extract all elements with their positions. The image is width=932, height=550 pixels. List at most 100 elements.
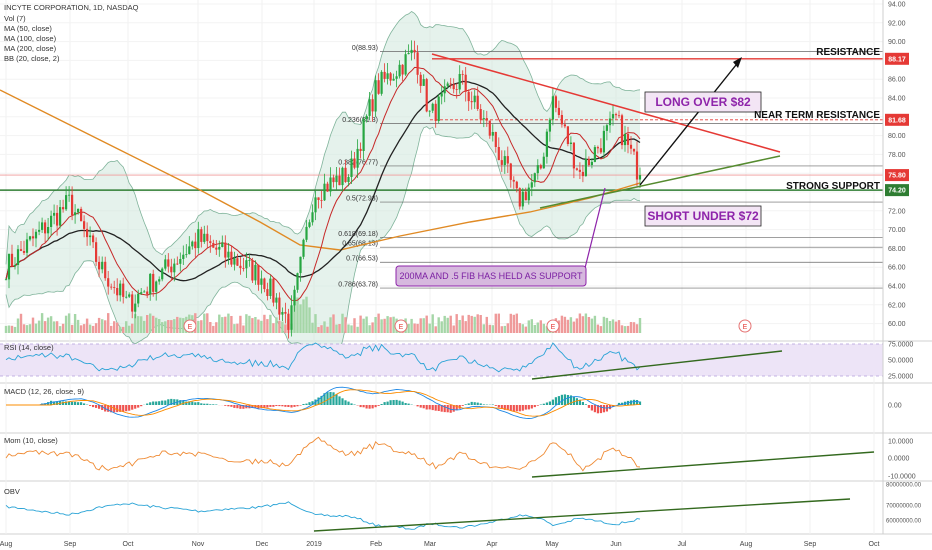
volume-bar <box>131 323 134 333</box>
macd-histogram-bar <box>101 405 104 410</box>
volume-bar <box>293 296 296 333</box>
volume-bar <box>224 316 227 333</box>
candle-body <box>350 158 353 177</box>
macd-histogram-bar <box>236 405 239 409</box>
macd-histogram-bar <box>434 405 437 411</box>
macd-histogram-bar <box>227 405 230 407</box>
macd-histogram-bar <box>98 405 101 409</box>
volume-bar <box>452 325 455 333</box>
breakout-arrow <box>639 59 741 186</box>
macd-histogram-bar <box>185 401 188 405</box>
strong-support-label: STRONG SUPPORT <box>786 181 880 192</box>
candle-body <box>479 109 482 120</box>
volume-bar <box>479 315 482 333</box>
candle-body <box>206 233 209 242</box>
price-tick-label: 70.00 <box>888 227 906 234</box>
price-tick-label: 80.00 <box>888 133 906 140</box>
candle-body <box>518 188 521 207</box>
candle-body <box>578 169 581 172</box>
candle-body <box>128 294 131 297</box>
indicator-axes: 75.0000 50.0000 25.0000 0.00 10.0000 0.0000 -1… <box>886 342 922 525</box>
candle-body <box>572 142 575 169</box>
candle-body <box>542 156 545 169</box>
candle-body <box>92 235 95 243</box>
candle-body <box>221 242 224 247</box>
price-tick-label: 94.00 <box>888 2 906 9</box>
candle-body <box>569 142 572 144</box>
candle-body <box>548 119 551 132</box>
macd-histogram-bar <box>338 396 341 405</box>
volume-bar <box>413 323 416 333</box>
volume-bar <box>488 324 491 333</box>
macd-histogram-bar <box>554 397 557 405</box>
obv-tick-label: 70000000.00 <box>886 504 922 510</box>
volume-bar <box>566 319 570 333</box>
price-tick-label: 72.00 <box>888 208 906 215</box>
price-tag-label: 81.68 <box>888 117 906 124</box>
momentum-line <box>5 436 641 472</box>
volume-bar <box>110 325 113 333</box>
volume-bar <box>377 313 380 333</box>
candle-body <box>587 158 590 165</box>
volume-bar <box>61 323 65 333</box>
volume-bar <box>182 318 185 333</box>
symbol-title: INCYTE CORPORATION, 1D, NASDAQ <box>4 3 139 12</box>
volume-bar <box>236 323 239 333</box>
volume-bar <box>638 318 642 333</box>
volume-bar <box>536 322 539 333</box>
macd-histogram-bar <box>572 397 575 405</box>
candle-body <box>632 148 636 152</box>
candle-body <box>437 96 440 121</box>
macd-histogram-bar <box>170 398 173 405</box>
volume-bar <box>203 313 206 333</box>
candle-body <box>422 79 425 86</box>
macd-histogram-bar <box>155 401 158 405</box>
macd-histogram-bar <box>197 402 200 405</box>
price-tick-label: 86.00 <box>888 77 906 84</box>
candle-body <box>56 212 59 226</box>
volume-bar <box>140 316 143 333</box>
macd-histogram-bar <box>167 399 170 405</box>
candle-body <box>557 107 560 115</box>
candle-body <box>638 175 642 180</box>
volume-bar <box>431 314 434 333</box>
price-tick-label: 90.00 <box>888 39 906 46</box>
rsi-title: RSI (14, close) <box>4 343 54 352</box>
candle-body <box>155 281 158 292</box>
volume-bar <box>527 320 530 333</box>
candle-body <box>545 131 548 157</box>
candle-body <box>446 83 449 87</box>
macd-histogram-bar <box>476 402 479 405</box>
candle-body <box>491 132 494 136</box>
macd-histogram-bar <box>533 405 536 408</box>
macd-histogram-bar <box>527 405 530 410</box>
macd-histogram-bar <box>479 403 482 405</box>
time-tick-label: Mar <box>424 541 437 548</box>
volume-bar <box>533 325 536 333</box>
macd-histogram-bar <box>548 401 551 405</box>
rsi-tick-label: 25.0000 <box>888 374 913 381</box>
macd-histogram-bar <box>254 405 257 409</box>
candle-body <box>314 197 317 213</box>
macd-pane <box>6 386 642 419</box>
volume-bar <box>119 326 122 333</box>
volume-bar <box>230 316 233 333</box>
volume-bar <box>614 321 618 333</box>
macd-histogram-bar <box>233 405 236 408</box>
volume-bar <box>512 314 515 333</box>
macd-histogram-bar <box>545 402 548 405</box>
candle-body <box>398 64 401 77</box>
volume-bar <box>386 316 389 333</box>
candle-body <box>584 158 587 177</box>
macd-histogram-bar <box>293 405 296 407</box>
candle-body <box>302 239 305 257</box>
macd-histogram-bar <box>473 402 476 405</box>
volume-bar <box>197 320 200 333</box>
macd-histogram-bar <box>173 399 176 405</box>
macd-histogram-bar <box>110 405 113 413</box>
macd-histogram-bar <box>212 404 215 405</box>
candle-body <box>386 73 389 79</box>
ma-100-line <box>5 80 641 282</box>
volume-bar <box>176 316 179 333</box>
